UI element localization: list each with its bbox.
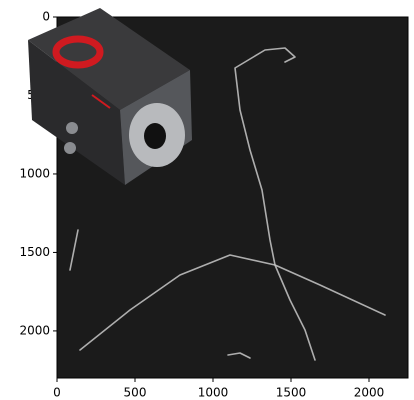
y-tick-label: 1500	[19, 245, 50, 259]
lens-hole	[144, 123, 166, 149]
x-tick-label: 1000	[198, 386, 229, 400]
y-tick-label: 1000	[19, 166, 50, 180]
y-tick-label: 0	[42, 10, 50, 24]
y-tick-label: 2000	[19, 323, 50, 337]
x-tick-label: 2000	[354, 386, 385, 400]
x-tick-label: 0	[53, 386, 61, 400]
connector	[66, 122, 78, 134]
connector	[64, 142, 76, 154]
figure: 05001000150020000500100015002000	[0, 0, 414, 400]
x-tick-label: 1500	[276, 386, 307, 400]
x-tick-label: 500	[124, 386, 147, 400]
